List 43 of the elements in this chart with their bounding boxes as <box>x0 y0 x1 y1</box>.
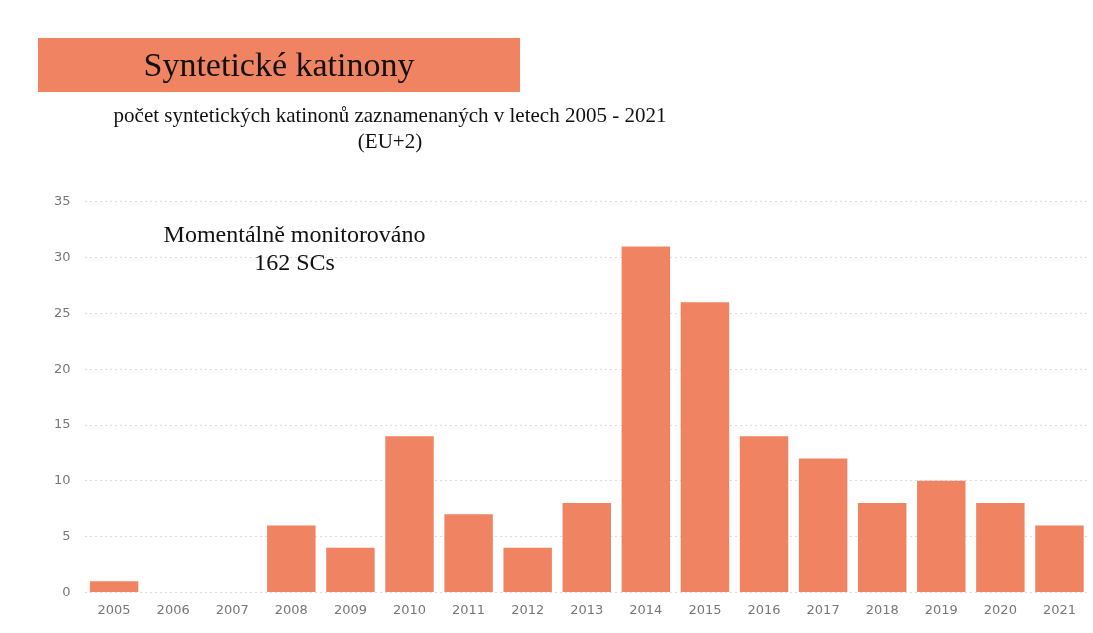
x-tick-label: 2005 <box>97 601 131 617</box>
y-tick-label: 5 <box>62 527 71 543</box>
chart-subtitle: počet syntetických katinonů zaznamenaných v letech 2005 - 2021 (EU+2) <box>112 102 668 154</box>
x-tick-label: 2017 <box>806 601 840 617</box>
y-tick-label: 30 <box>54 248 71 264</box>
y-tick-label: 0 <box>62 583 71 599</box>
y-tick-label: 20 <box>54 360 71 376</box>
chart-title: Syntetické katinony <box>38 38 520 92</box>
x-tick-label: 2014 <box>629 601 663 617</box>
x-tick-label: 2010 <box>392 601 427 617</box>
y-tick-label: 35 <box>54 193 71 209</box>
bar <box>444 514 493 592</box>
x-tick-label: 2015 <box>688 601 722 617</box>
x-tick-label: 2018 <box>865 601 899 617</box>
x-tick-label: 2020 <box>983 601 1017 617</box>
bar <box>326 547 375 592</box>
bar <box>621 246 671 592</box>
y-tick-label: 15 <box>54 416 71 432</box>
x-tick-label: 2013 <box>570 601 604 617</box>
x-tick-label: 2008 <box>274 601 308 617</box>
bar <box>89 581 139 592</box>
bar <box>385 436 434 592</box>
y-tick-label: 25 <box>54 304 71 320</box>
x-tick-label: 2021 <box>1042 601 1076 617</box>
x-tick-label: 2007 <box>215 601 249 617</box>
bar <box>680 302 730 592</box>
bar <box>857 503 907 592</box>
bar <box>562 503 611 592</box>
x-tick-label: 2009 <box>333 601 367 617</box>
bar <box>917 480 966 592</box>
x-tick-label: 2011 <box>452 601 486 617</box>
y-tick-label: 10 <box>54 472 71 488</box>
bar <box>976 503 1025 592</box>
bar <box>267 525 316 592</box>
x-tick-label: 2019 <box>924 601 958 617</box>
bar <box>1035 525 1084 592</box>
x-tick-label: 2012 <box>511 601 545 617</box>
bar <box>798 458 848 592</box>
x-tick-label: 2006 <box>156 601 190 617</box>
bar <box>739 436 789 592</box>
annotation: Momentálně monitorováno 162 SCs <box>163 220 426 275</box>
x-tick-label: 2016 <box>747 601 781 617</box>
bar <box>503 547 552 592</box>
